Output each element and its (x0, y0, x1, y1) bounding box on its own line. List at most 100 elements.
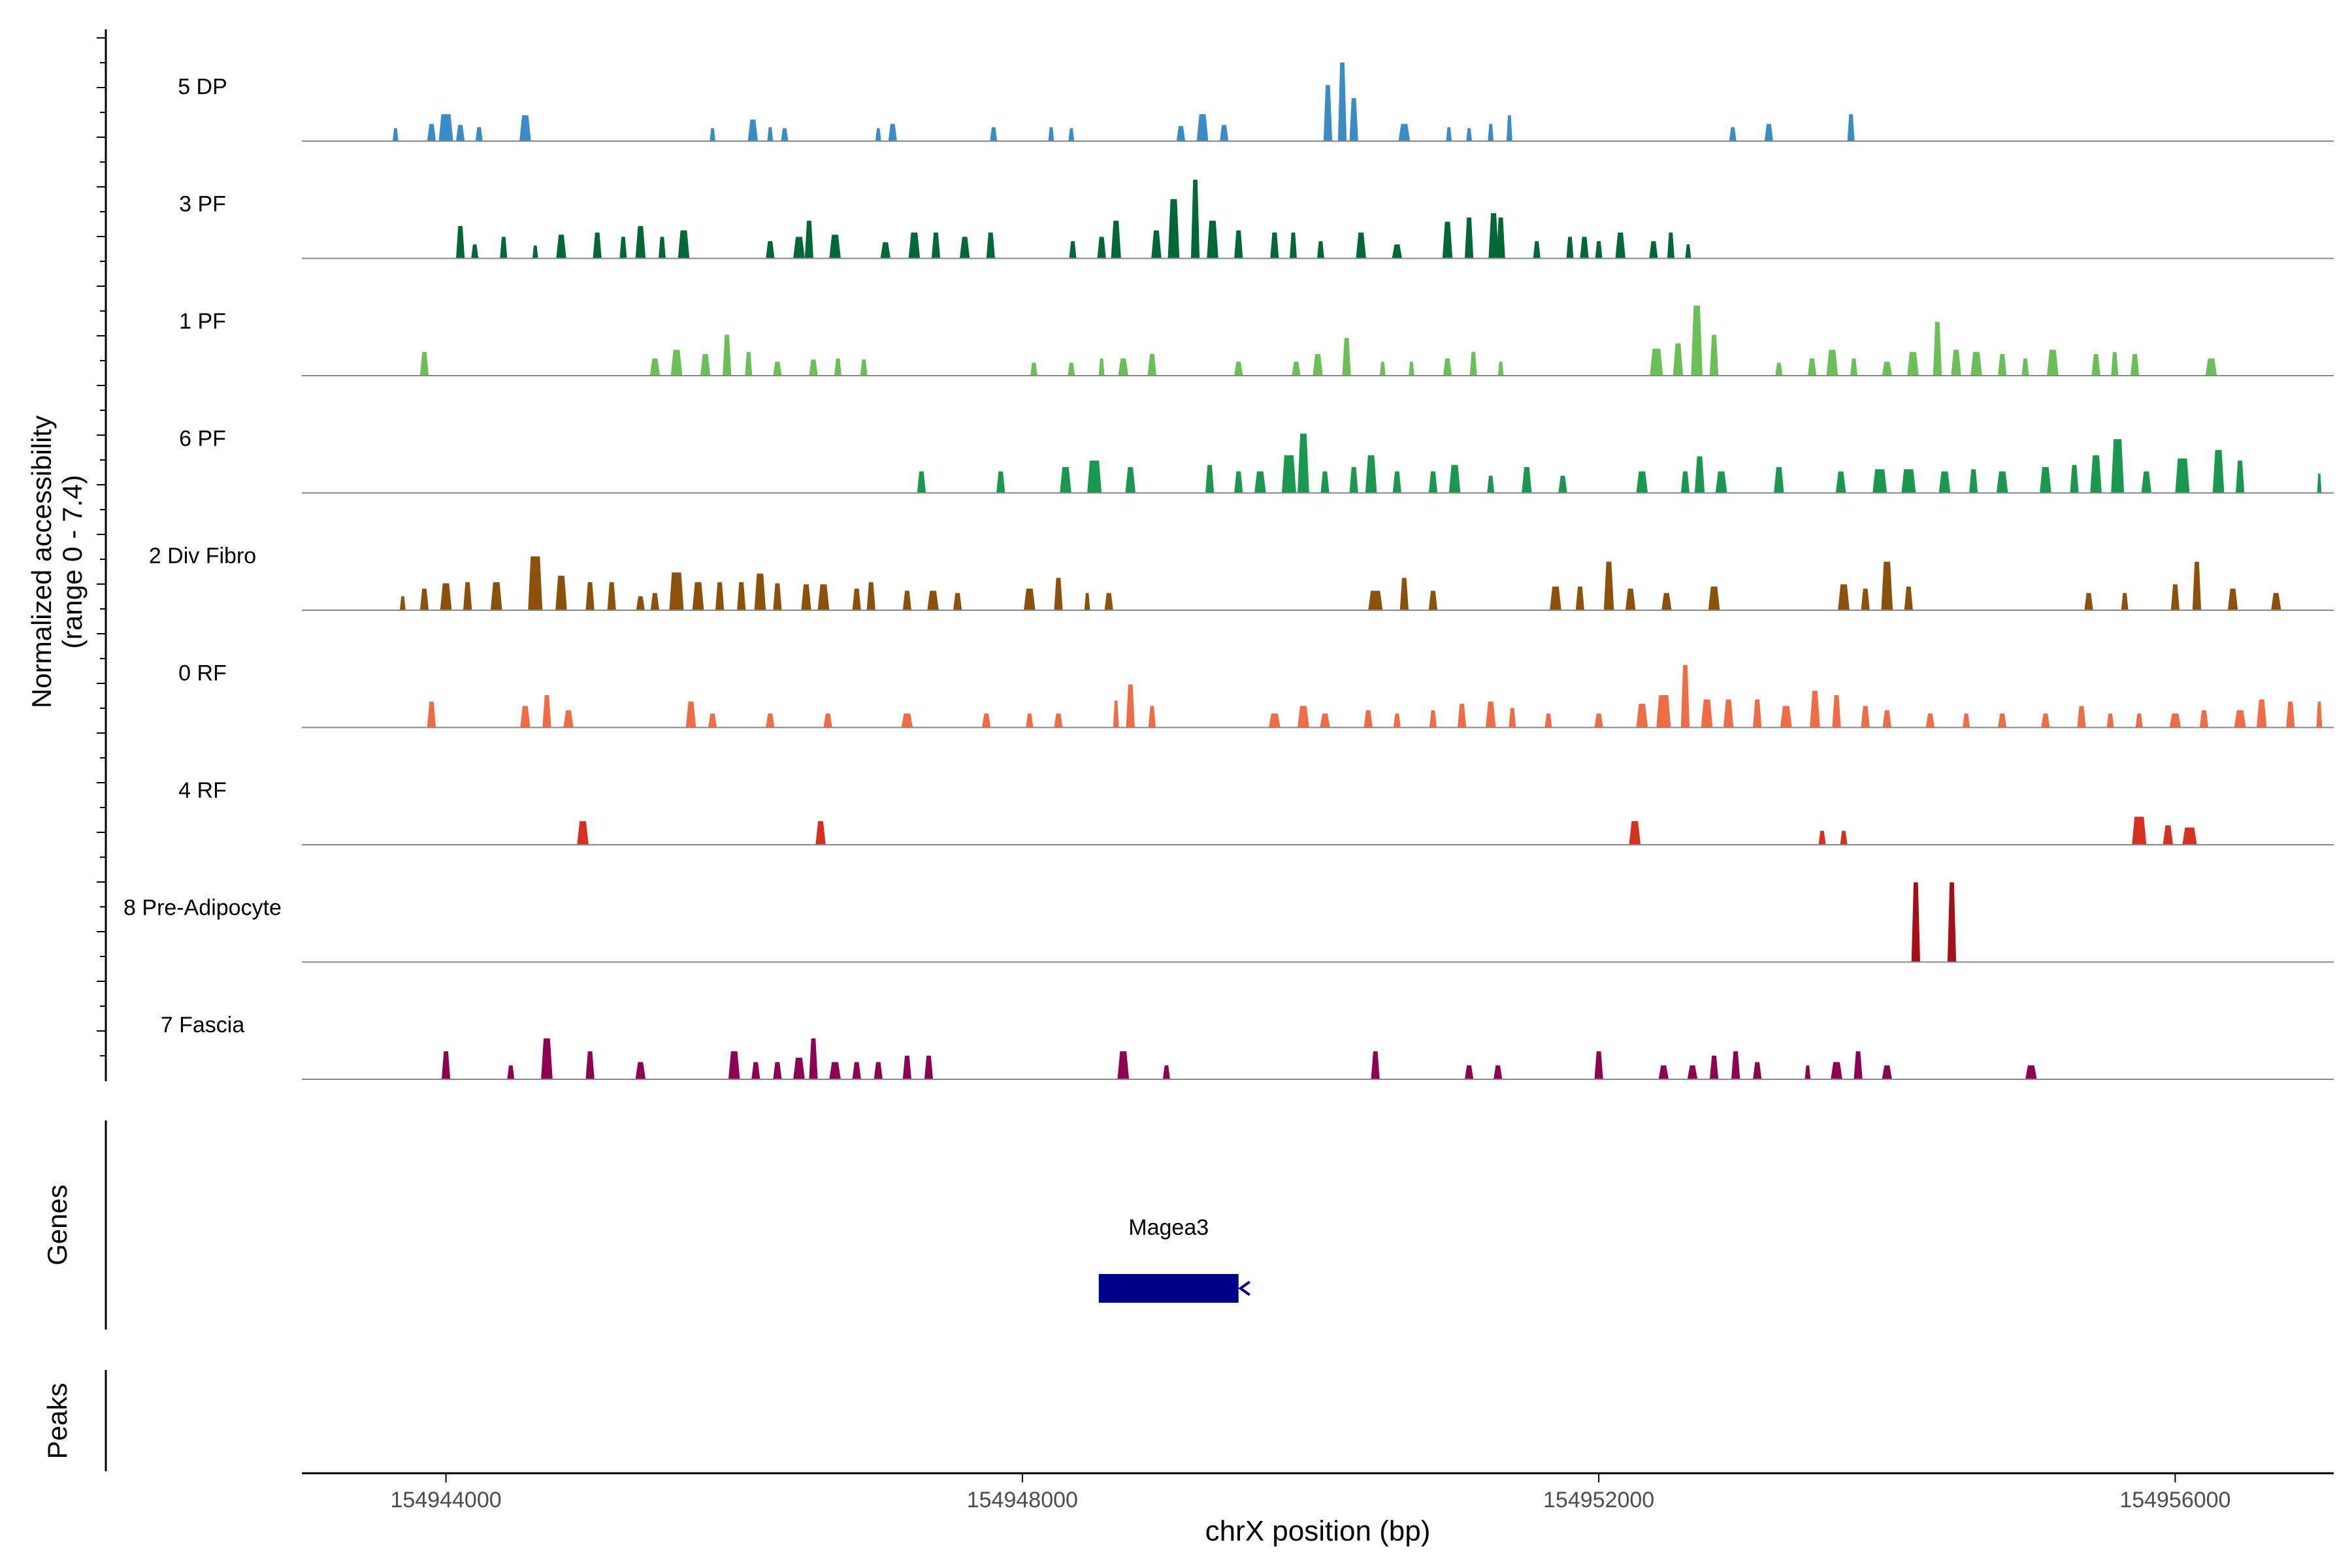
accessibility-peak (1190, 180, 1200, 259)
track-3-pf: 3 PF (179, 180, 2334, 259)
accessibility-peak (541, 1038, 553, 1079)
accessibility-peak (456, 226, 465, 259)
accessibility-peak (1650, 348, 1663, 376)
accessibility-peak (1649, 241, 1658, 259)
accessibility-peak (1429, 710, 1437, 728)
genes-track: Magea3 (1098, 1215, 1250, 1303)
accessibility-peak (1054, 713, 1063, 728)
track-label: 1 PF (179, 309, 226, 334)
accessibility-peak (1694, 456, 1705, 493)
accessibility-peak (2257, 699, 2267, 728)
accessibility-peak (1970, 351, 1982, 376)
x-axis-label: chrX position (bp) (1205, 1515, 1431, 1547)
accessibility-peak (1907, 351, 1919, 376)
accessibility-peak (1615, 232, 1625, 259)
accessibility-peak (2132, 817, 2147, 845)
accessibility-peak (959, 237, 970, 259)
track-7-fascia: 7 Fascia (161, 1013, 2334, 1080)
accessibility-peak (1409, 361, 1414, 376)
accessibility-peak (1428, 591, 1438, 610)
accessibility-peak (823, 713, 832, 728)
accessibility-peak (767, 127, 774, 141)
accessibility-peak (1162, 1065, 1170, 1079)
accessibility-peak (1270, 232, 1279, 259)
accessibility-peak (700, 354, 711, 376)
accessibility-peak (1509, 708, 1516, 728)
accessibility-peak (1595, 241, 1603, 259)
accessibility-peak (1428, 471, 1438, 493)
accessibility-peak (1448, 465, 1461, 493)
accessibility-peak (2317, 473, 2322, 493)
accessibility-peak (650, 593, 659, 610)
x-axis-ticks: 154944000 154948000 154952000 154956000 (390, 1473, 2230, 1512)
accessibility-peak (1365, 455, 1377, 493)
peaks-track-label: Peaks (42, 1383, 73, 1460)
accessibility-peak (1850, 358, 1857, 376)
accessibility-peak (2271, 593, 2281, 610)
accessibility-peak (442, 1051, 451, 1079)
accessibility-peak (773, 583, 782, 610)
accessibility-peak (1024, 589, 1036, 610)
accessibility-peak (773, 361, 782, 376)
accessibility-peak (658, 237, 666, 259)
accessibility-peak (804, 220, 813, 259)
accessibility-peak (1113, 700, 1119, 728)
accessibility-peak (1636, 471, 1648, 493)
accessibility-peak (393, 128, 399, 141)
accessibility-peak (471, 244, 479, 259)
track-label: 5 DP (178, 74, 227, 99)
accessibility-peak (1111, 220, 1121, 259)
accessibility-peak (809, 1038, 818, 1079)
accessibility-peak (1398, 123, 1411, 141)
accessibility-peak (1342, 338, 1351, 376)
accessibility-peak (1854, 1051, 1863, 1079)
track-8-pre-adipocyte: 8 Pre-Adipocyte (123, 882, 2334, 963)
track-label: 0 RF (178, 661, 227, 686)
accessibility-peak (809, 359, 818, 376)
accessibility-peak (1969, 469, 1978, 493)
track-label: 8 Pre-Adipocyte (123, 896, 282, 921)
accessibility-peak (520, 706, 531, 728)
accessibility-peak (927, 591, 939, 610)
accessibility-peak (438, 114, 453, 141)
accessibility-peak (902, 1055, 911, 1079)
accessibility-peak (1580, 237, 1589, 259)
accessibility-peak (1442, 221, 1453, 259)
accessibility-peak (1709, 1055, 1719, 1079)
accessibility-peak (1466, 128, 1472, 141)
track-area: 5 DP 3 PF 1 PF 6 PF 2 Div Fibro 0 RF 4 RF 8 Pre… (123, 62, 2334, 1080)
accessibility-peak (1522, 466, 1532, 493)
accessibility-peak (1234, 361, 1243, 376)
accessibility-peak (532, 245, 538, 259)
accessibility-peak (1323, 85, 1333, 141)
x-tick-label: 154952000 (1543, 1488, 1654, 1512)
accessibility-peak (793, 1058, 805, 1079)
accessibility-peak (2084, 593, 2093, 610)
accessibility-peak (1685, 244, 1691, 259)
accessibility-peak (1826, 350, 1838, 376)
accessibility-peak (1658, 1065, 1669, 1079)
accessibility-peak (1656, 695, 1671, 728)
accessibility-peak (1125, 466, 1135, 493)
accessibility-peak (1371, 1051, 1380, 1079)
accessibility-peak (723, 335, 732, 376)
accessibility-peak (419, 589, 429, 610)
accessibility-peak (1176, 125, 1186, 141)
accessibility-peak (908, 232, 921, 259)
coverage-y-ticks (97, 37, 106, 1056)
accessibility-peak (852, 589, 861, 610)
accessibility-peak (1298, 706, 1309, 728)
track-label: 4 RF (178, 778, 227, 803)
accessibility-peak (917, 471, 926, 493)
accessibility-peak (2111, 351, 2119, 376)
accessibility-peak (1807, 358, 1817, 376)
accessibility-peak (781, 128, 789, 141)
accessibility-peak (1392, 244, 1402, 259)
accessibility-peak (1753, 1062, 1762, 1079)
accessibility-peak (1234, 471, 1243, 493)
accessibility-peak (1281, 455, 1296, 493)
accessibility-peak (1780, 706, 1792, 728)
accessibility-peak (1603, 561, 1614, 610)
accessibility-peak (2091, 354, 2100, 376)
